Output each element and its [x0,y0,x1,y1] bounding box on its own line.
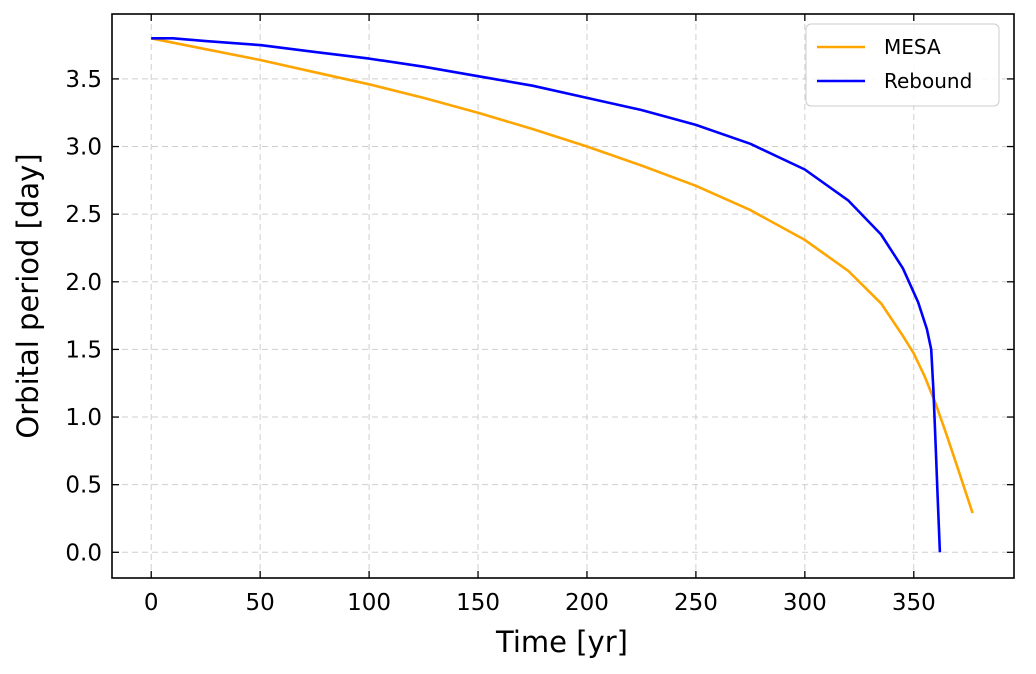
legend: MESA Rebound [805,23,1000,107]
tick-labels: 0 50 100 150 200 250 300 350 0.0 0.5 1.0 1.5 2.0 2.5 3… [65,67,935,616]
y-tick-label: 3.5 [65,67,102,93]
y-tick-label: 0.0 [65,540,102,566]
y-tick-label: 2.0 [65,270,102,296]
series-line-rebound [151,36,942,553]
y-tick-label: 1.0 [65,405,102,431]
legend-box [805,23,1000,107]
x-tick-label: 250 [674,590,718,616]
legend-label-mesa: MESA [884,35,941,59]
y-tick-label: 3.0 [65,135,102,161]
grid-lines [112,14,1014,578]
y-tick-label: 1.5 [65,337,102,363]
x-tick-label: 300 [783,590,827,616]
x-tick-label: 200 [565,590,609,616]
x-tick-label: 100 [347,590,391,616]
y-axis-title: Orbital period [day] [11,153,45,438]
x-tick-label: 150 [456,590,500,616]
x-tick-label: 350 [892,590,936,616]
x-tick-label: 50 [246,590,275,616]
x-axis-title: Time [yr] [495,625,628,659]
y-tick-label: 0.5 [65,473,102,499]
axis-ticks [112,14,1014,578]
plot-area-frame [111,13,1015,579]
x-tick-label: 0 [144,590,159,616]
y-tick-label: 2.5 [65,202,102,228]
legend-label-rebound: Rebound [884,69,972,93]
series-lines [150,36,974,553]
series-line-mesa [150,37,974,514]
